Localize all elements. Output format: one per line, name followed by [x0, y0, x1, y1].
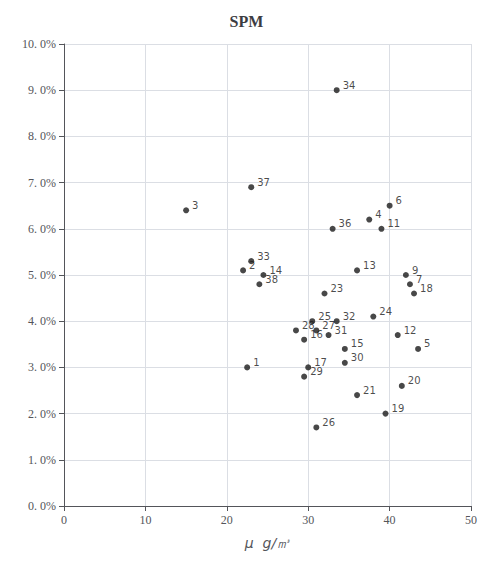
svg-text:μ g/㎥: μ g/㎥ [244, 535, 290, 551]
svg-text:10. 0%: 10. 0% [22, 37, 56, 51]
svg-text:14: 14 [269, 264, 283, 276]
svg-text:50: 50 [465, 513, 477, 527]
svg-text:3. 0%: 3. 0% [28, 360, 56, 374]
svg-text:2: 2 [249, 260, 255, 271]
svg-text:40: 40 [384, 513, 396, 527]
svg-text:29: 29 [310, 366, 323, 377]
svg-text:7: 7 [416, 273, 423, 285]
svg-text:12: 12 [404, 325, 417, 336]
svg-text:20: 20 [408, 375, 421, 386]
svg-text:17: 17 [314, 356, 327, 368]
svg-text:28: 28 [302, 320, 315, 331]
svg-text:7. 0%: 7. 0% [28, 176, 56, 190]
svg-text:11: 11 [387, 218, 400, 229]
svg-text:16: 16 [310, 329, 323, 341]
svg-text:0. 0%: 0. 0% [28, 499, 56, 513]
svg-text:31: 31 [335, 325, 348, 336]
svg-text:27: 27 [322, 320, 335, 331]
svg-text:15: 15 [351, 338, 364, 349]
svg-text:30: 30 [351, 352, 364, 363]
svg-text:1: 1 [253, 357, 259, 368]
svg-text:38: 38 [265, 274, 278, 285]
svg-text:4: 4 [375, 209, 381, 220]
svg-text:25: 25 [318, 310, 331, 322]
svg-text:32: 32 [343, 311, 356, 322]
svg-text:6. 0%: 6. 0% [28, 222, 56, 236]
svg-text:20: 20 [221, 513, 233, 527]
svg-text:30: 30 [302, 513, 314, 527]
svg-text:0: 0 [61, 513, 67, 527]
svg-text:3: 3 [192, 200, 198, 211]
svg-text:19: 19 [392, 403, 405, 414]
svg-text:33: 33 [257, 251, 270, 262]
svg-text:18: 18 [420, 283, 433, 294]
svg-text:37: 37 [257, 177, 270, 188]
svg-text:13: 13 [363, 260, 376, 271]
svg-text:9. 0%: 9. 0% [28, 83, 56, 97]
svg-text:9: 9 [412, 265, 418, 276]
svg-text:26: 26 [322, 417, 335, 428]
svg-text:2. 0%: 2. 0% [28, 407, 56, 421]
svg-text:24: 24 [379, 306, 392, 317]
svg-text:8. 0%: 8. 0% [28, 129, 56, 143]
svg-text:5: 5 [424, 338, 430, 349]
svg-text:5. 0%: 5. 0% [28, 268, 56, 282]
svg-text:6: 6 [396, 195, 402, 206]
svg-text:1. 0%: 1. 0% [28, 453, 56, 467]
svg-text:10: 10 [139, 513, 151, 527]
svg-text:23: 23 [330, 283, 343, 294]
svg-text:36: 36 [339, 218, 352, 229]
svg-text:21: 21 [363, 385, 376, 396]
svg-text:SPM: SPM [230, 13, 264, 30]
svg-text:4. 0%: 4. 0% [28, 314, 56, 328]
svg-text:34: 34 [343, 80, 356, 91]
